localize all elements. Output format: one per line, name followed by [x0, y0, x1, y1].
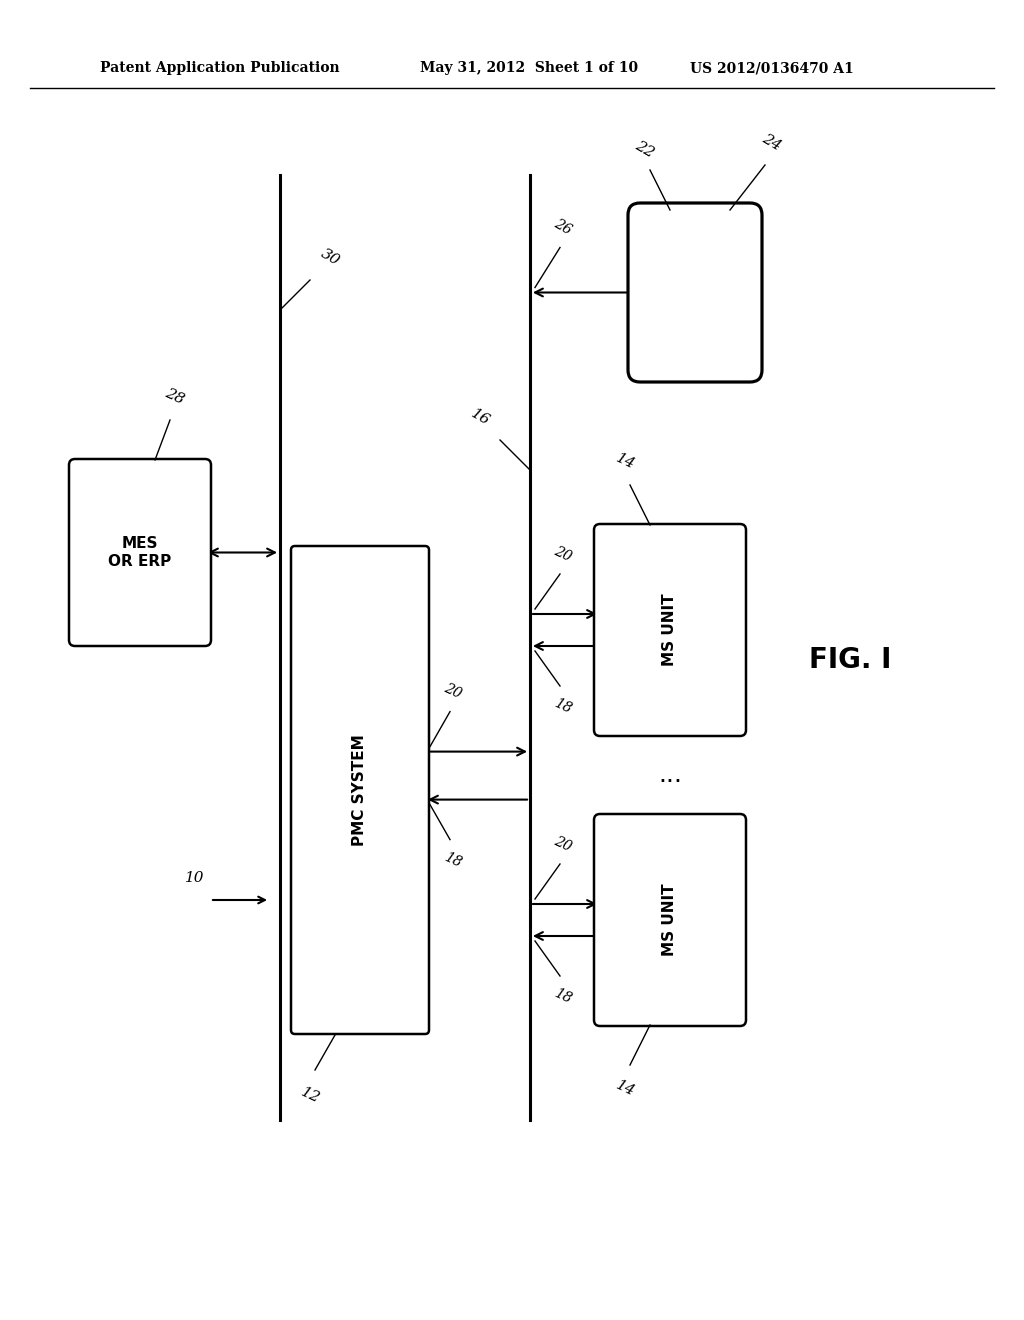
- Text: 14: 14: [613, 451, 637, 473]
- Text: 12: 12: [298, 1085, 322, 1106]
- Text: US 2012/0136470 A1: US 2012/0136470 A1: [690, 61, 854, 75]
- Text: 10: 10: [185, 871, 205, 884]
- FancyBboxPatch shape: [291, 546, 429, 1034]
- Text: 30: 30: [318, 246, 342, 268]
- Text: 22: 22: [633, 139, 657, 160]
- Text: Patent Application Publication: Patent Application Publication: [100, 61, 340, 75]
- Text: 24: 24: [760, 131, 784, 153]
- Text: FIG. I: FIG. I: [809, 645, 891, 675]
- Text: May 31, 2012  Sheet 1 of 10: May 31, 2012 Sheet 1 of 10: [420, 61, 638, 75]
- Text: 16: 16: [468, 407, 492, 428]
- Text: 20: 20: [442, 681, 464, 702]
- Text: MS UNIT: MS UNIT: [663, 594, 678, 667]
- FancyBboxPatch shape: [628, 203, 762, 381]
- Text: 14: 14: [613, 1078, 637, 1100]
- Text: 18: 18: [552, 696, 574, 717]
- Text: 20: 20: [552, 834, 574, 854]
- FancyBboxPatch shape: [69, 459, 211, 645]
- Text: PMC SYSTEM: PMC SYSTEM: [352, 734, 368, 846]
- FancyBboxPatch shape: [594, 524, 746, 737]
- Text: ...: ...: [658, 763, 682, 787]
- Text: 20: 20: [552, 544, 574, 564]
- Text: 28: 28: [163, 385, 186, 407]
- Text: MES
OR ERP: MES OR ERP: [109, 536, 172, 569]
- Text: 18: 18: [552, 986, 574, 1006]
- FancyBboxPatch shape: [594, 814, 746, 1026]
- Text: MS UNIT: MS UNIT: [663, 883, 678, 956]
- Text: 26: 26: [552, 216, 574, 238]
- Text: 18: 18: [442, 850, 464, 870]
